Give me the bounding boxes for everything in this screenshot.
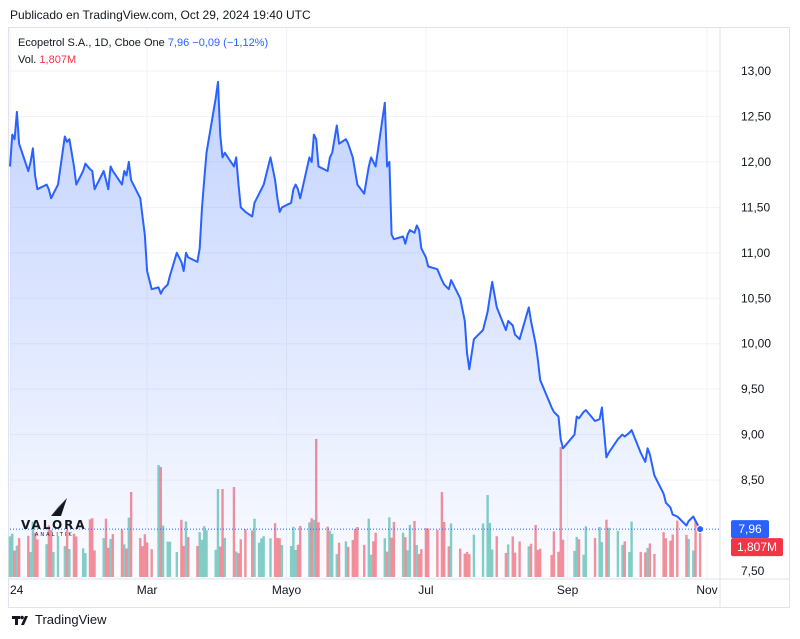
published-caption: Publicado en TradingView.com, Oct 29, 20… [10, 8, 311, 22]
x-tick-label: Jul [418, 583, 433, 597]
x-tick-label: Mayo [272, 583, 302, 597]
y-tick-label: 9,50 [741, 382, 765, 396]
last-price-label: 7,96 [738, 522, 762, 536]
y-tick-label: 10,00 [741, 337, 771, 351]
watermark-subtext: ANALITIK [35, 532, 74, 538]
y-tick-label: 7,50 [741, 564, 765, 578]
watermark-text: VALORA [21, 518, 87, 532]
watermark-logo: VALORA ANALITIK [21, 496, 87, 538]
y-tick-label: 9,00 [741, 428, 765, 442]
x-tick-label: Sep [557, 583, 579, 597]
footer-brand[interactable]: TradingView [12, 612, 107, 627]
footer-brand-text: TradingView [35, 612, 107, 627]
tradingview-logo-icon [12, 615, 28, 625]
price-area [10, 81, 701, 580]
y-tick-label: 11,50 [741, 200, 770, 214]
legend-volume-label: Vol. [18, 54, 37, 66]
y-tick-label: 12,00 [741, 155, 771, 169]
last-volume-badge [731, 538, 783, 557]
y-tick-label: 8,50 [741, 473, 765, 487]
y-tick-label: 12,50 [741, 109, 771, 123]
legend-price: 7,96 [167, 37, 190, 49]
y-tick-label: 13,00 [741, 64, 771, 78]
legend-change: −0,09 (−1,12%) [192, 37, 269, 49]
last-price-marker [696, 525, 705, 534]
x-tick-label: Mar [137, 583, 158, 597]
last-price-badge [731, 520, 769, 539]
chart-legend: Ecopetrol S.A., 1D, Cboe One 7,96 −0,09 … [18, 35, 268, 69]
watermark-arrow-icon [51, 498, 67, 516]
price-line[interactable] [9, 80, 701, 530]
y-tick-label: 10,50 [741, 291, 771, 305]
legend-volume-value: 1,807M [39, 54, 77, 66]
last-volume-label: 1,807M [737, 540, 777, 554]
x-tick-label: Nov [696, 583, 717, 597]
volume-bar [698, 529, 702, 577]
legend-symbol[interactable]: Ecopetrol S.A., 1D, Cboe One [18, 37, 165, 49]
y-tick-label: 11,00 [741, 246, 770, 260]
x-tick-label: 24 [10, 583, 24, 597]
chart-frame [8, 27, 790, 608]
